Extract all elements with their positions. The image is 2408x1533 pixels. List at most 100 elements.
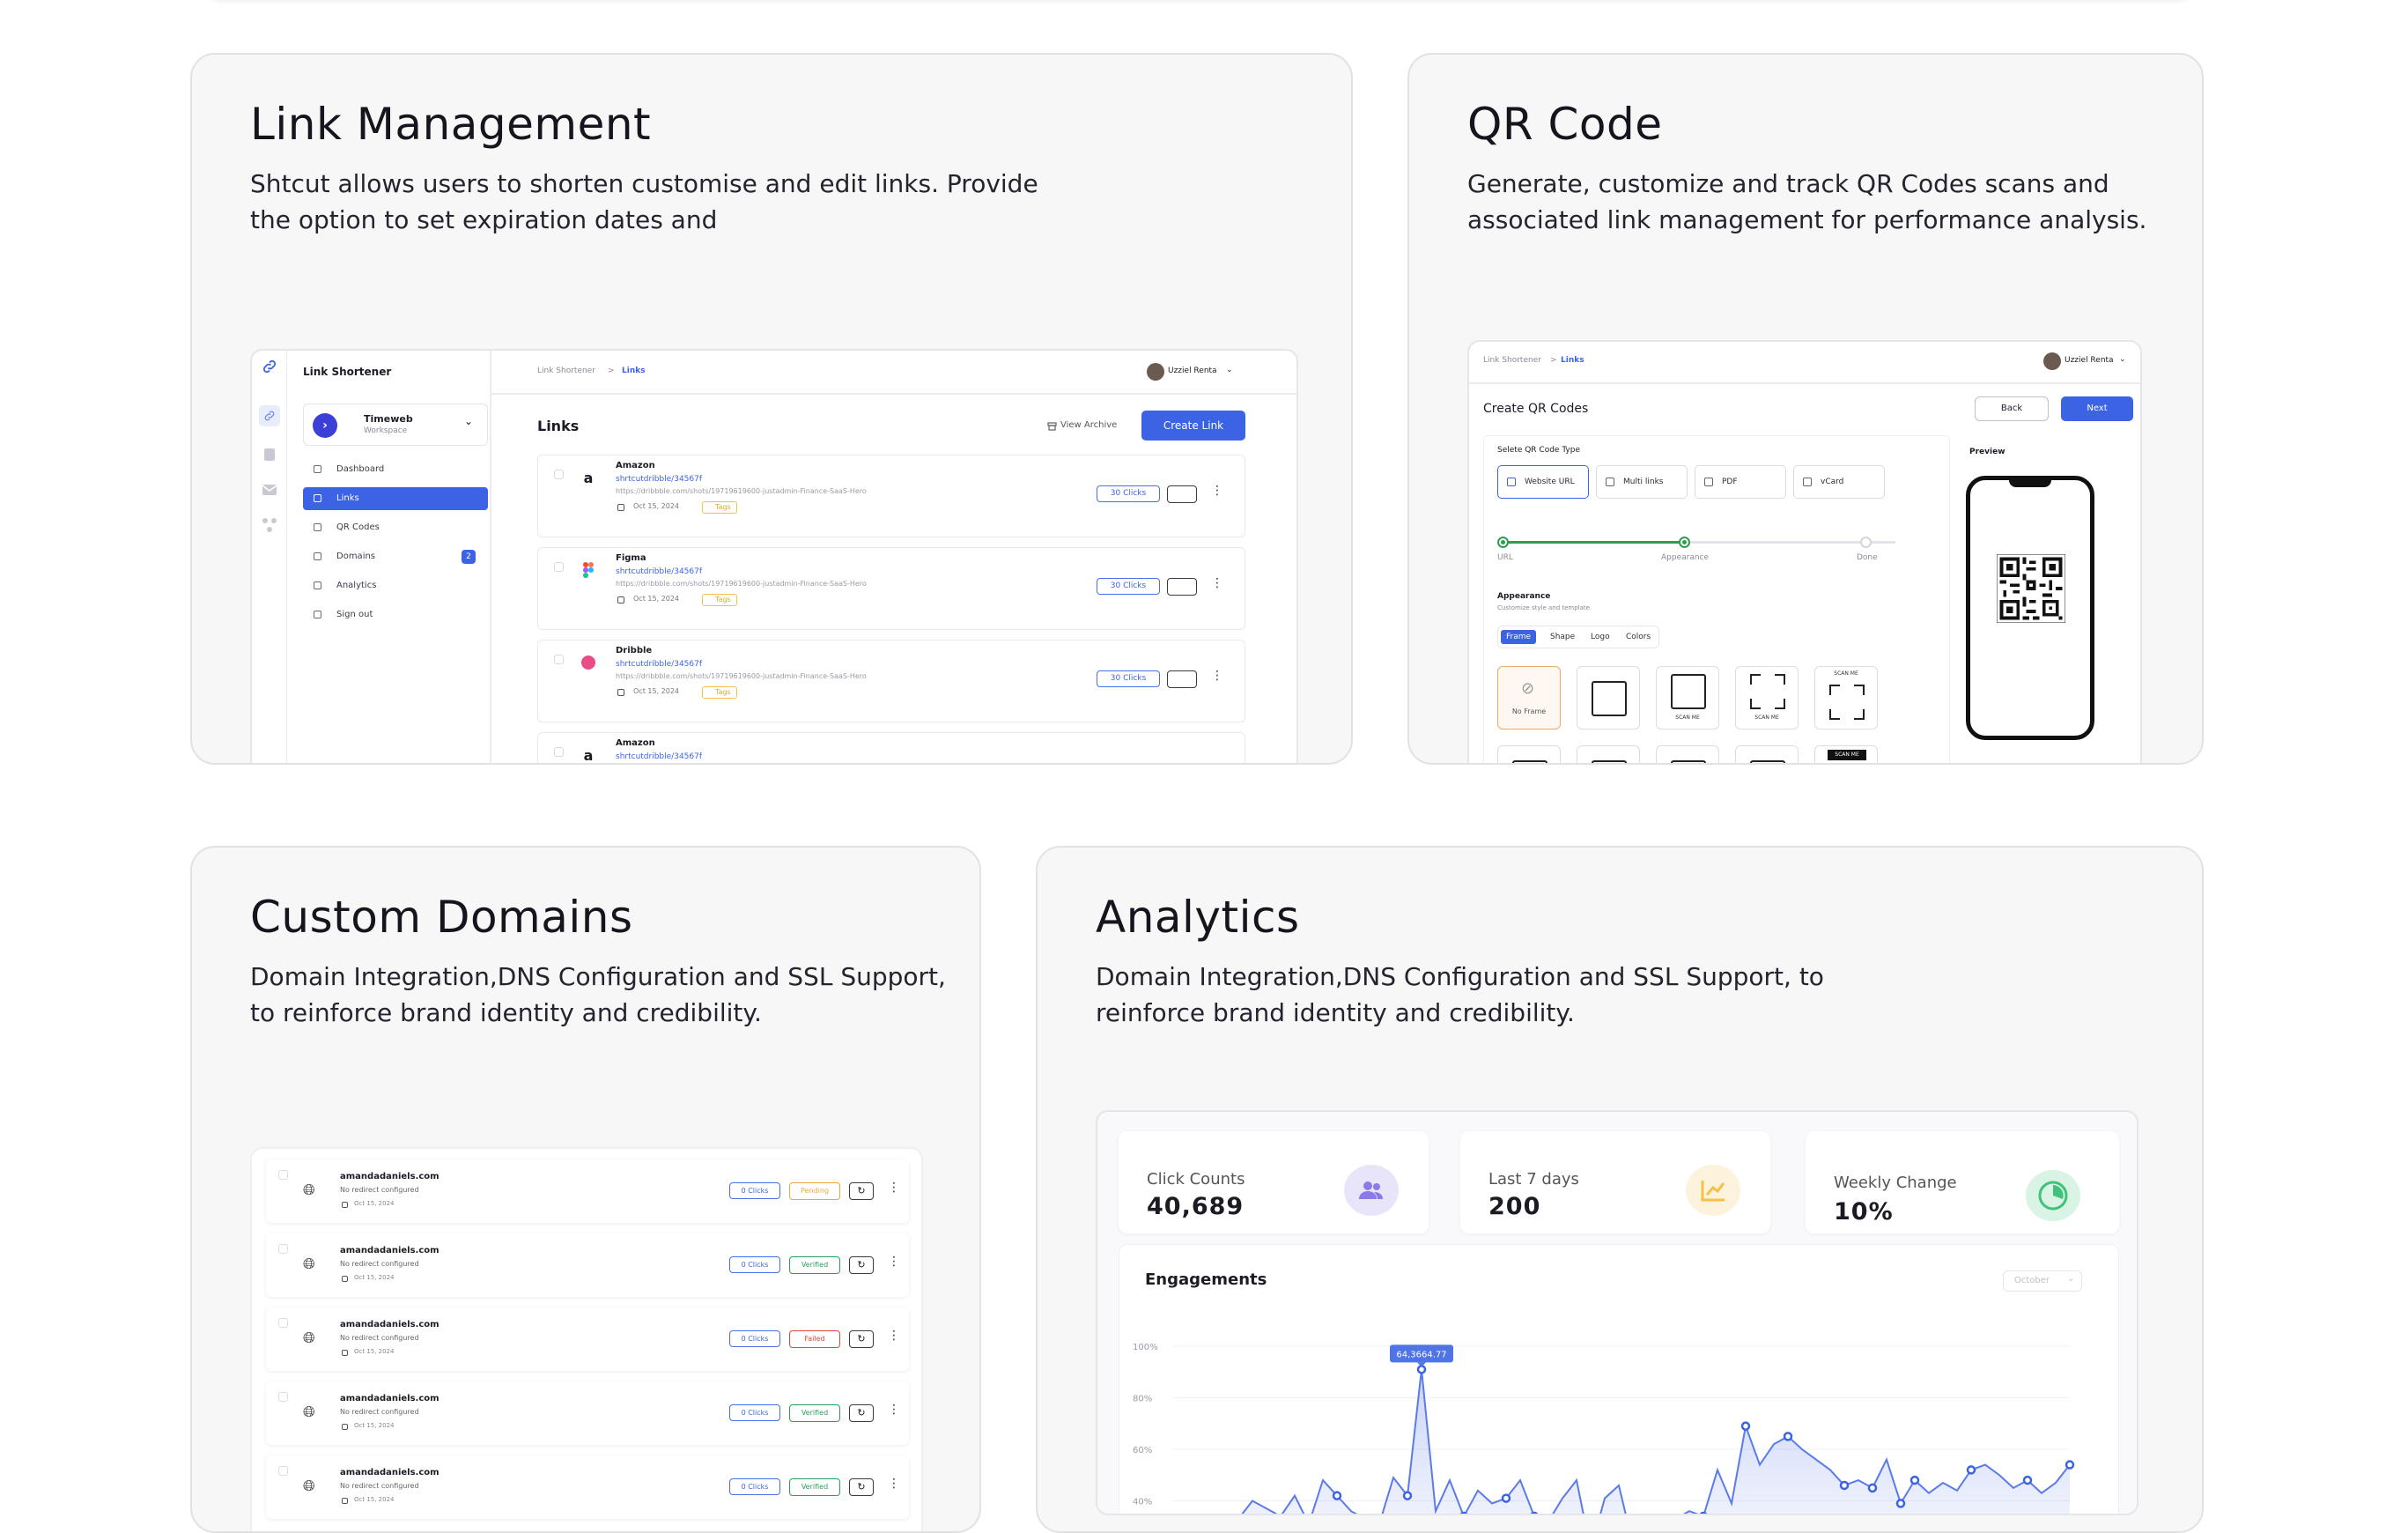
row-checkbox[interactable] [278,1318,288,1328]
frame-option[interactable] [1577,666,1640,729]
data-point[interactable] [1531,1513,1538,1515]
row-checkbox[interactable] [554,747,564,757]
avatar[interactable] [2043,352,2061,370]
breadcrumb-root[interactable]: Link Shortener [1483,356,1541,365]
more-options-icon[interactable]: ⋮ [888,1329,900,1343]
data-point[interactable] [1897,1500,1904,1507]
data-point[interactable] [1784,1433,1791,1440]
data-point[interactable] [1503,1495,1510,1502]
refresh-icon[interactable]: ↻ [849,1182,874,1200]
row-checkbox[interactable] [278,1170,288,1180]
frame-option[interactable] [1577,745,1640,765]
data-point[interactable] [1700,1513,1707,1515]
appearance-tab-colors[interactable]: Colors [1621,630,1656,644]
sidebar-item-sign-out[interactable]: Sign out [303,604,488,626]
more-options-icon[interactable]: ⋮ [888,1403,900,1417]
rail-nodes-icon[interactable] [261,516,278,534]
data-point[interactable] [1418,1366,1425,1373]
user-menu-chevron-icon[interactable]: ⌄ [2119,355,2126,364]
sidebar-item-analytics[interactable]: Analytics [303,574,488,597]
user-name[interactable]: Uzziel Renta [2065,356,2114,365]
month-select[interactable]: October ⌄ [2003,1270,2082,1292]
sidebar-item-links[interactable]: Links [303,487,488,510]
workspace-switcher[interactable]: › Timeweb Workspace ⌄ [303,404,488,446]
appearance-tab-logo[interactable]: Logo [1585,630,1615,644]
qr-type-multi-links[interactable]: Multi links [1596,465,1688,499]
sidebar-item-qr-codes[interactable]: QR Codes [303,516,488,539]
data-point[interactable] [1911,1477,1918,1484]
more-options-icon[interactable]: ⋮ [1211,669,1223,683]
copy-icon[interactable] [1167,485,1197,503]
next-button[interactable]: Next [2061,396,2133,421]
appearance-tab-frame[interactable]: Frame [1501,630,1536,644]
more-options-icon[interactable]: ⋮ [888,1255,900,1269]
avatar[interactable] [1147,363,1164,381]
view-archive-button[interactable]: View Archive [1060,420,1117,430]
user-menu-chevron-icon[interactable]: ⌄ [1226,366,1233,374]
data-point[interactable] [2024,1477,2031,1484]
row-checkbox[interactable] [278,1392,288,1402]
data-point[interactable] [1460,1513,1467,1515]
qr-type-pdf[interactable]: PDF [1695,465,1786,499]
breadcrumb-current[interactable]: Links [1561,356,1584,365]
row-checkbox[interactable] [278,1466,288,1476]
rail-link-icon[interactable] [259,405,280,426]
qr-type-website-url[interactable]: Website URL [1497,465,1589,499]
short-link[interactable]: shrtcutdribble/34567f [616,752,702,761]
frame-option[interactable] [1656,745,1719,765]
tag-badge[interactable]: Tags [702,594,737,606]
more-options-icon[interactable]: ⋮ [888,1181,900,1195]
breadcrumb-root[interactable]: Link Shortener [537,367,595,375]
refresh-icon[interactable]: ↻ [849,1478,874,1496]
breadcrumb-current[interactable]: Links [622,367,646,375]
back-button[interactable]: Back [1975,396,2049,421]
more-options-icon[interactable]: ⋮ [1211,484,1223,498]
tag-badge[interactable]: Tags [702,686,737,699]
qr-type-vcard[interactable]: vCard [1793,465,1885,499]
more-options-icon[interactable]: ⋮ [888,1477,900,1491]
copy-icon[interactable] [1167,578,1197,596]
row-checkbox[interactable] [554,470,564,479]
appearance-tab-shape[interactable]: Shape [1545,630,1580,644]
data-point[interactable] [1841,1482,1848,1489]
row-checkbox[interactable] [554,562,564,572]
frame-option-none[interactable]: ⊘No Frame [1497,666,1561,729]
data-point[interactable] [2066,1462,2073,1469]
short-link[interactable]: shrtcutdribble/34567f [616,660,702,669]
short-link[interactable]: shrtcutdribble/34567f [616,567,702,576]
more-options-icon[interactable]: ⋮ [1211,576,1223,590]
archive-icon[interactable] [1046,421,1057,432]
row-checkbox[interactable] [554,655,564,664]
copy-icon[interactable] [1167,670,1197,688]
frame-option[interactable]: SCAN ME [1656,666,1719,729]
data-point[interactable] [1404,1492,1411,1500]
frame-option[interactable]: SCAN ME [1735,666,1799,729]
refresh-icon[interactable]: ↻ [849,1256,874,1274]
data-point[interactable] [1742,1423,1749,1430]
frame-option[interactable] [1735,745,1799,765]
frame-option[interactable] [1497,745,1561,765]
data-point[interactable] [1333,1492,1341,1500]
refresh-icon[interactable]: ↻ [849,1330,874,1348]
short-link[interactable]: shrtcutdribble/34567f [616,475,702,484]
sidebar-item-dashboard[interactable]: Dashboard [303,458,488,481]
data-point[interactable] [1869,1485,1876,1492]
rail-mail-icon[interactable] [261,481,278,499]
data-point[interactable] [1968,1466,1975,1473]
frame-option[interactable]: SCAN ME [1814,745,1878,765]
create-link-button[interactable]: Create Link [1141,411,1245,441]
frame-option[interactable]: SCAN ME [1814,666,1878,729]
row-checkbox[interactable] [278,1244,288,1254]
refresh-icon[interactable]: ↻ [849,1404,874,1422]
tag-badge[interactable]: Tags [702,501,737,514]
